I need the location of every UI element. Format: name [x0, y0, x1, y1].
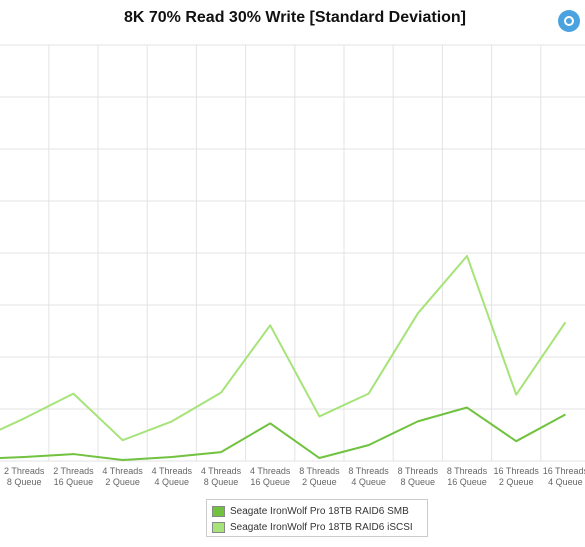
x-tick-label: 16 Threads [543, 466, 585, 476]
x-tick-label: 4 Threads [201, 466, 242, 476]
x-tick-label: 16 Threads [494, 466, 540, 476]
legend-swatch-smb [212, 505, 225, 517]
chart-title: 8K 70% Read 30% Write [Standard Deviatio… [123, 9, 467, 26]
x-tick-label: 8 Queue [204, 477, 239, 487]
grid-lines [0, 44, 585, 462]
x-tick-label: 2 Queue [302, 477, 337, 487]
x-tick-label: 4 Threads [102, 466, 143, 476]
legend-item-iscsi[interactable]: Seagate IronWolf Pro 18TB RAID6 iSCSI [212, 519, 422, 535]
legend-item-smb[interactable]: Seagate IronWolf Pro 18TB RAID6 SMB [212, 503, 422, 519]
x-tick-label: 4 Threads [250, 466, 291, 476]
x-tick-label: 8 Threads [299, 466, 340, 476]
x-tick-label: 8 Queue [7, 477, 42, 487]
x-tick-label: 2 Threads [4, 466, 45, 476]
context-menu-icon[interactable] [558, 10, 580, 32]
x-tick-label: 2 Threads [53, 466, 94, 476]
series-layer [0, 254, 567, 462]
legend-label-smb: Seagate IronWolf Pro 18TB RAID6 SMB [230, 505, 409, 517]
legend: Seagate IronWolf Pro 18TB RAID6 SMB Seag… [206, 499, 428, 537]
x-tick-label: 4 Queue [351, 477, 386, 487]
x-tick-label: 2 Queue [499, 477, 534, 487]
x-tick-label: 16 Queue [54, 477, 94, 487]
x-tick-label: 4 Queue [548, 477, 583, 487]
x-tick-label: 2 Queue [105, 477, 140, 487]
x-tick-label: 16 Queue [250, 477, 290, 487]
legend-label-iscsi: Seagate IronWolf Pro 18TB RAID6 iSCSI [230, 521, 413, 533]
x-tick-label: 8 Queue [401, 477, 436, 487]
x-tick-label: 4 Queue [155, 477, 190, 487]
series-line-iscsi[interactable] [0, 254, 567, 442]
x-tick-label: 16 Queue [447, 477, 487, 487]
x-tick-label: 8 Threads [398, 466, 439, 476]
x-tick-label: 4 Threads [152, 466, 193, 476]
series-line-smb[interactable] [0, 406, 566, 462]
legend-swatch-iscsi [212, 521, 225, 533]
x-tick-label: 8 Threads [348, 466, 389, 476]
x-tick-label: 8 Threads [447, 466, 488, 476]
